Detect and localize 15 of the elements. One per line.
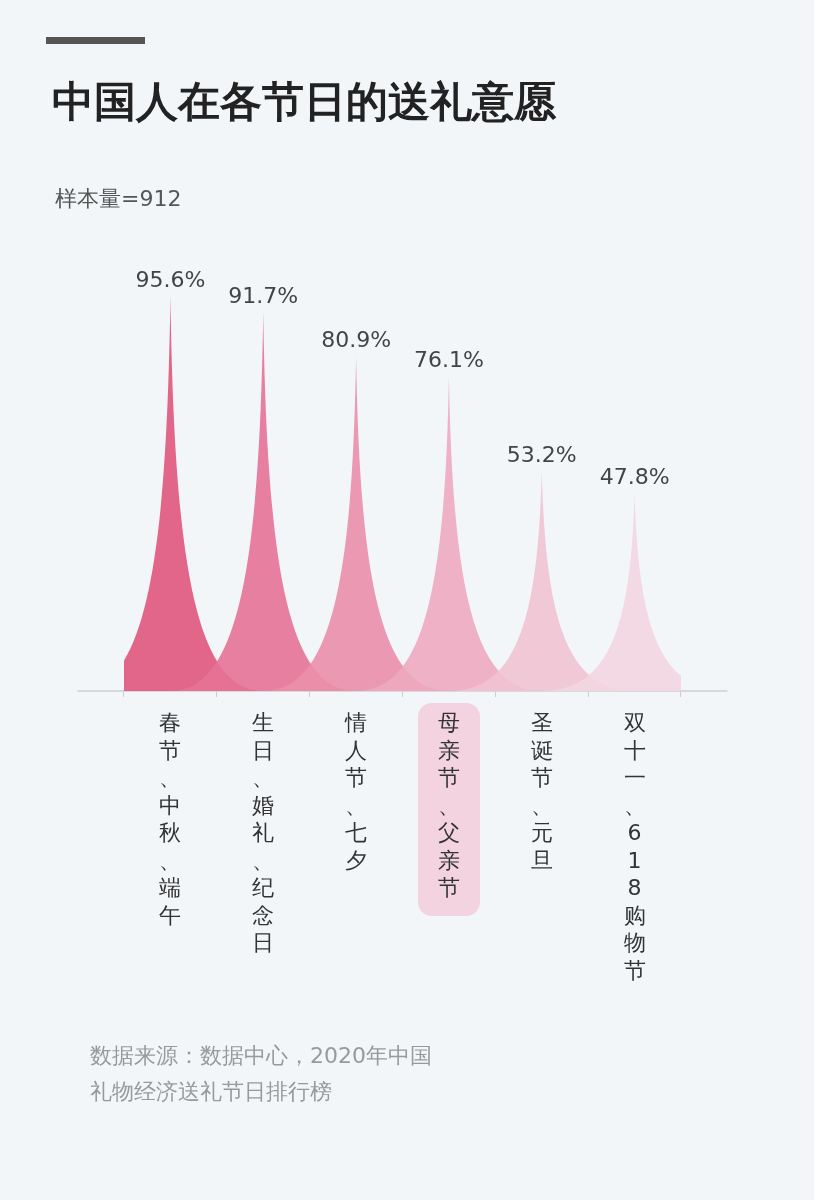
- data-label: 80.9%: [321, 327, 392, 353]
- data-label: 47.8%: [599, 464, 670, 490]
- x-tick-label: 情人节、七夕: [344, 710, 368, 873]
- data-label: 76.1%: [413, 347, 484, 373]
- x-tick-label: 母亲节、父亲节: [437, 710, 460, 901]
- x-tick-label: 春节、中秋、端午: [159, 710, 182, 928]
- category-label: 双十一、618购物节: [623, 710, 646, 983]
- source-note: 数据来源：数据中心，2020年中国礼物经济送礼节日排行榜: [90, 1042, 433, 1106]
- chart-subtitle: 样本量=912: [55, 185, 182, 213]
- data-label: 91.7%: [228, 282, 299, 308]
- data-label: 95.6%: [135, 266, 206, 292]
- x-tick-label: 圣诞节、元旦: [530, 710, 553, 873]
- category-label: 生日、婚礼、纪念日: [252, 710, 275, 956]
- chart-title: 中国人在各节日的送礼意愿: [52, 76, 556, 128]
- data-label: 53.2%: [506, 441, 577, 467]
